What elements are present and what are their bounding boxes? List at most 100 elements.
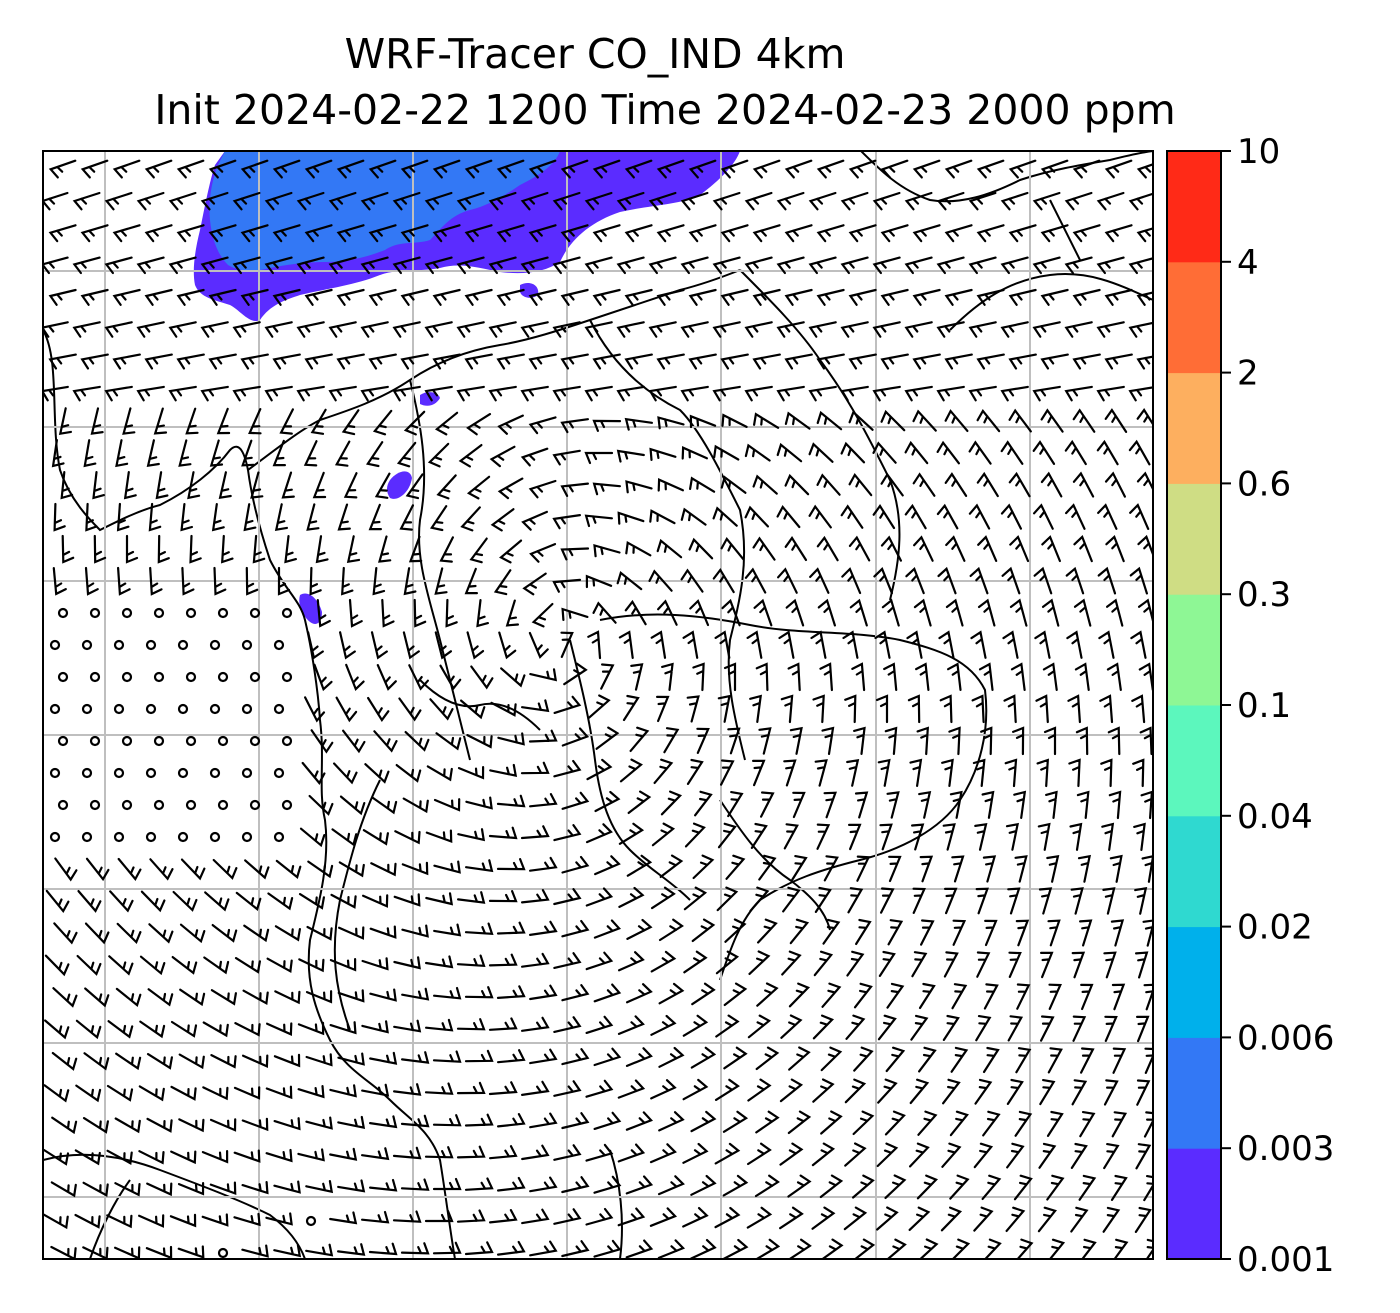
wind-barb xyxy=(649,509,676,525)
wind-barb xyxy=(904,321,933,338)
wind-barb xyxy=(1008,224,1037,243)
wind-barb xyxy=(266,957,293,974)
wind-barb xyxy=(682,1014,709,1037)
wind-barb xyxy=(329,1084,357,1098)
wind-barb xyxy=(464,1241,494,1256)
wind-barb xyxy=(848,823,862,851)
wind-barb xyxy=(93,534,107,564)
wind-barb xyxy=(916,1174,939,1200)
wind-barb xyxy=(976,408,1001,433)
wind-barb xyxy=(941,758,954,787)
wind-barb xyxy=(747,1078,772,1102)
wind-barb xyxy=(488,953,518,967)
wind-barb xyxy=(649,1207,678,1227)
wind-barb xyxy=(405,473,424,500)
wind-barb xyxy=(432,159,461,179)
wind-barb xyxy=(983,983,999,1010)
wind-barb xyxy=(1065,503,1086,530)
wind-barb xyxy=(298,958,325,973)
wind-barb xyxy=(619,758,643,783)
wind-barb xyxy=(874,630,891,659)
wind-barb xyxy=(497,1240,526,1256)
wind-barb xyxy=(373,730,398,753)
wind-barb xyxy=(968,385,997,402)
wind-barb xyxy=(1104,159,1133,179)
wind-barb xyxy=(973,1206,994,1232)
wind-barb xyxy=(361,1020,389,1034)
wind-barb xyxy=(496,353,525,370)
wind-barb xyxy=(816,410,843,431)
wind-barb xyxy=(689,599,710,627)
wind-barb xyxy=(1096,385,1125,402)
wind-barb xyxy=(785,598,805,627)
map-frame xyxy=(42,150,1154,1260)
wind-barb xyxy=(971,694,985,724)
calm-wind-circle xyxy=(217,735,229,747)
wind-barb xyxy=(489,1145,518,1160)
colorbar: 0.001 0.003 0.006 0.02 0.04 0.1 0.3 0.6 2 4 10 xyxy=(1166,132,1334,1280)
wind-barb xyxy=(277,566,291,596)
calm-wind-circle xyxy=(49,831,61,843)
wind-barb xyxy=(117,566,131,596)
wind-barb xyxy=(1040,408,1064,433)
wind-barb xyxy=(211,503,225,532)
colorbar-segment xyxy=(1167,372,1221,484)
wind-barb xyxy=(844,694,857,724)
wind-barb xyxy=(852,1110,875,1136)
wind-barb xyxy=(48,224,77,243)
wind-barb xyxy=(1038,1142,1057,1169)
wind-barb xyxy=(272,224,301,243)
colorbar-tick-label: 0.04 xyxy=(1237,797,1313,837)
wind-barb xyxy=(80,224,109,243)
wind-barb xyxy=(855,918,872,946)
calm-wind-circle xyxy=(121,735,133,747)
wind-barb xyxy=(978,662,994,691)
wind-barb xyxy=(1040,1015,1055,1042)
wind-barb xyxy=(722,1110,749,1133)
wind-barb xyxy=(624,417,653,431)
wind-barb xyxy=(1010,662,1026,691)
wind-barb xyxy=(625,1047,653,1067)
wind-barb xyxy=(844,1142,867,1167)
calm-wind-circle xyxy=(81,767,93,779)
wind-barb xyxy=(381,598,395,628)
wind-barb xyxy=(1009,535,1030,563)
wind-barb xyxy=(521,1208,550,1225)
wind-barb xyxy=(886,791,900,819)
wind-barb xyxy=(560,482,589,497)
wind-barb xyxy=(1009,598,1028,627)
wind-barb xyxy=(816,353,845,370)
wind-barb xyxy=(242,1054,269,1068)
wind-barb xyxy=(1100,758,1113,788)
wind-barb xyxy=(1136,1015,1150,1043)
wind-barb xyxy=(657,416,685,430)
wind-barb xyxy=(273,1117,301,1131)
calm-wind-circle xyxy=(177,767,189,779)
wind-barb xyxy=(369,1115,398,1129)
wind-barb xyxy=(630,663,644,691)
wind-barb xyxy=(370,862,397,877)
calm-wind-circle xyxy=(89,799,101,811)
wind-barb xyxy=(144,159,173,179)
wind-barb xyxy=(84,987,110,1008)
wind-barb xyxy=(912,409,937,432)
wind-barb xyxy=(529,856,558,872)
wind-barb xyxy=(968,503,991,530)
wind-barb xyxy=(1006,1078,1024,1105)
wind-barb xyxy=(823,855,839,882)
chart-title-line1: WRF-Tracer CO_IND 4km xyxy=(344,30,846,78)
wind-barb xyxy=(157,534,170,564)
wind-barb xyxy=(944,159,973,179)
wind-barb xyxy=(529,1112,558,1129)
calm-wind-circle xyxy=(113,767,125,779)
wind-barb xyxy=(337,1243,366,1256)
wind-barb xyxy=(306,925,333,941)
wind-barb xyxy=(840,385,869,402)
wind-barb xyxy=(888,855,902,883)
wind-barb xyxy=(432,1050,462,1063)
wind-barb xyxy=(593,983,622,1003)
wind-barb xyxy=(432,224,461,243)
wind-barb xyxy=(296,256,325,275)
wind-barb xyxy=(1132,758,1145,788)
wind-barb xyxy=(505,599,519,627)
